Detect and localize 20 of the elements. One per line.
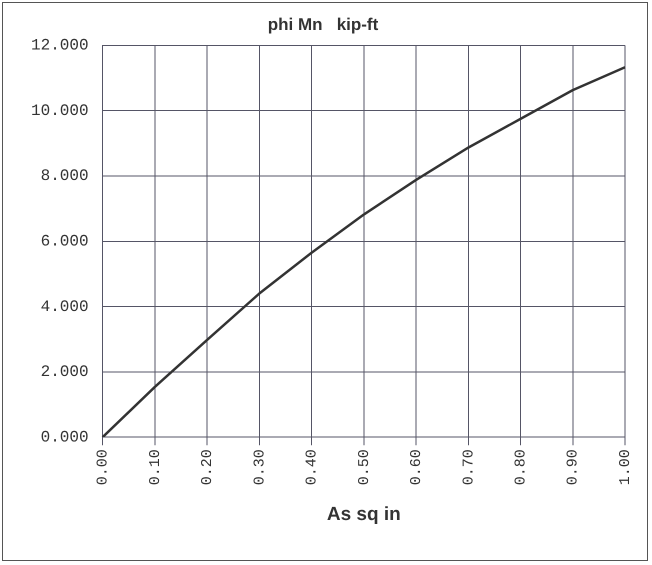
x-tick-label: 0.10 <box>146 449 164 486</box>
y-tick-label: 6.000 <box>40 232 89 251</box>
x-tick-label: 0.20 <box>199 449 216 486</box>
y-tick-label: 4.000 <box>40 298 89 316</box>
x-tick-label: 0.50 <box>356 449 373 486</box>
x-tick-label: 0.00 <box>94 449 112 486</box>
chart-title: phi Mn kip-ft <box>268 14 379 34</box>
x-axis-title: As sq in <box>326 504 401 525</box>
x-tick-label: 0.60 <box>408 449 426 486</box>
y-tick-label: 12.000 <box>31 36 89 55</box>
x-tick-label: 0.90 <box>564 449 582 486</box>
y-tick-label: 2.000 <box>40 363 89 382</box>
y-tick-label: 0.000 <box>40 428 89 446</box>
x-tick-label: 0.70 <box>460 449 478 486</box>
x-tick-label: 0.80 <box>512 449 530 486</box>
x-tick-label: 0.30 <box>251 449 268 486</box>
y-tick-label: 8.000 <box>40 167 89 186</box>
y-tick-label: 10.000 <box>31 102 89 120</box>
x-tick-label: 1.00 <box>616 449 634 486</box>
x-tick-label: 0.40 <box>304 449 321 486</box>
